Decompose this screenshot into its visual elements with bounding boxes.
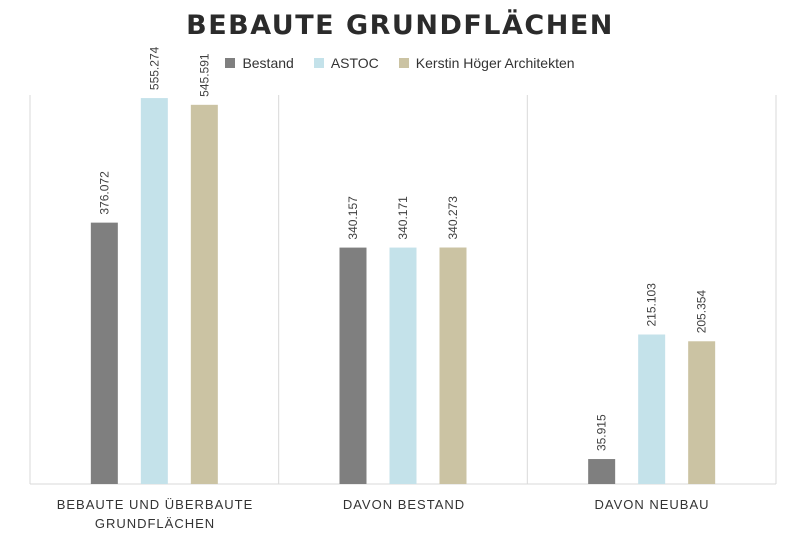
data-label: 340.273 [446,196,460,240]
bar-kerstin-h-ger-architekten-0 [190,104,218,484]
legend: Bestand ASTOC Kerstin Höger Architekten [0,55,800,71]
data-label: 555.274 [147,46,161,90]
data-label: 340.171 [396,196,410,240]
category-label-1: DAVON BESTAND [342,497,466,512]
legend-item-hoeger: Kerstin Höger Architekten [398,55,575,71]
data-label: 340.157 [346,196,360,240]
bar-astoc-1 [389,247,417,484]
bar-kerstin-h-ger-architekten-1 [439,247,467,484]
bar-bestand-0 [90,222,118,485]
data-label: 205.354 [695,290,709,334]
legend-label-astoc: ASTOC [330,55,379,71]
bar-astoc-0 [140,98,168,485]
category-label-0: BEBAUTE UND ÜBERBAUTE GRUNDFLÄCHEN [56,497,254,531]
bar-bestand-2 [588,459,616,484]
bar-bestand-1 [339,247,367,484]
data-label: 35.915 [595,414,609,451]
bar-kerstin-h-ger-architekten-2 [688,341,716,484]
legend-swatch-astoc [313,58,324,68]
legend-label-bestand: Bestand [242,55,294,71]
chart-title: BEBAUTE GRUNDFLÄCHEN [186,10,614,41]
legend-item-astoc: ASTOC [313,55,379,71]
legend-label-hoeger: Kerstin Höger Architekten [415,55,575,71]
category-label-2: DAVON NEUBAU [594,497,710,512]
data-label: 376.072 [97,171,111,215]
bar-astoc-2 [638,334,666,484]
legend-item-bestand: Bestand [225,55,294,71]
legend-swatch-hoeger [398,58,409,68]
data-label: 215.103 [645,283,659,327]
legend-swatch-bestand [225,58,236,68]
data-label: 545.591 [197,53,211,97]
